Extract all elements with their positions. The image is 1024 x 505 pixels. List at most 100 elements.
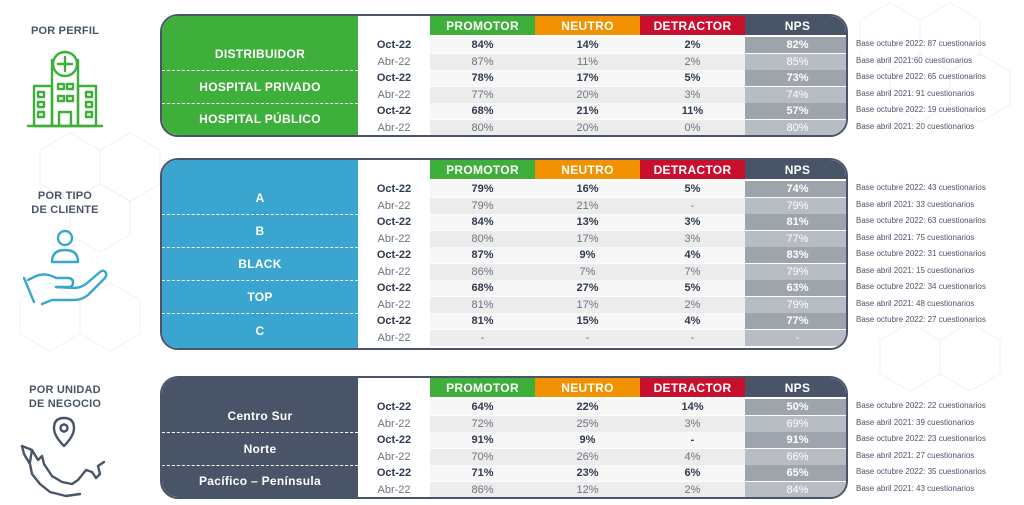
map-pin-icon [20,416,106,498]
header-detractor: DETRACTOR [640,378,745,397]
panel-tipo-cliente [162,160,358,348]
detractor-cell: - [640,197,745,214]
base-note: Base abril 2021: 43 cuestionarios [856,483,975,493]
neutro-cell: 13% [535,214,640,230]
base-note: Base abril 2021: 33 cuestionarios [856,199,975,209]
period-cell: Oct-22 [358,280,430,296]
table-row: Abr-22 77% 20% 3% 74% [358,86,846,103]
detractor-cell: 2% [640,296,745,313]
header-detractor: DETRACTOR [640,16,745,35]
period-cell: Abr-22 [358,197,430,214]
section-label-tipo-cliente: POR TIPO DE CLIENTE [31,190,99,216]
promotor-cell: 68% [430,280,535,296]
group-label: Centro Sur [227,408,293,423]
detractor-cell: 2% [640,481,745,497]
period-cell: Oct-22 [358,399,430,415]
nps-cell: 80% [745,119,846,135]
nps-cell: 91% [745,432,846,448]
base-note: Base octubre 2022: 27 cuestionarios [856,315,986,324]
section-label-perfil: POR PERFIL [30,25,99,37]
neutro-cell: 22% [535,399,640,415]
nps-cell: 83% [745,247,846,263]
period-cell: Oct-22 [358,432,430,448]
nps-cell: 79% [745,296,846,313]
detractor-cell: 5% [640,181,745,197]
neutro-cell: 25% [535,415,640,432]
promotor-cell: 79% [430,197,535,214]
nps-cell: 57% [745,103,846,119]
header-neutro: NEUTRO [535,16,640,35]
nps-cell: 73% [745,70,846,86]
promotor-cell: - [430,329,535,346]
group-label: TOP [247,289,273,304]
table-row: Abr-22 80% 17% 3% 77% [358,230,846,247]
detractor-cell: 5% [640,280,745,296]
neutro-cell: 14% [535,37,640,53]
base-note: Base octubre 2022: 63 cuestionarios [856,216,986,225]
nps-cell: 69% [745,415,846,432]
nps-cell: 79% [745,197,846,214]
table-perfil: PROMOTOR NEUTRO DETRACTOR NPS DISTRIBUID… [160,14,848,137]
period-cell: Oct-22 [358,214,430,230]
period-cell: Abr-22 [358,230,430,247]
table-row: Oct-22 91% 9% -91% [358,432,846,448]
neutro-cell: 21% [535,103,640,119]
table-row: Abr-22 72% 25% 3% 69% [358,415,846,432]
period-cell: Oct-22 [358,70,430,86]
nps-cell: 77% [745,313,846,329]
table-row: Oct-22 68% 21% 11% 57% [358,103,846,119]
period-cell: Abr-22 [358,415,430,432]
period-cell: Abr-22 [358,119,430,135]
header-nps: NPS [745,378,846,397]
base-note: Base octubre 2022: 23 cuestionarios [856,434,986,443]
nps-cell: 74% [745,86,846,103]
detractor-cell: 3% [640,86,745,103]
group-label: Pacífico – Península [198,474,322,488]
detractor-cell: - [640,432,745,448]
detractor-cell: 3% [640,214,745,230]
base-note: Base octubre 2022: 22 cuestionarios [856,401,986,410]
group-label: Norte [243,441,277,456]
hand-person-icon [22,229,108,306]
nps-cell: 82% [745,37,846,53]
detractor-cell: 4% [640,448,745,465]
nps-cell: 85% [745,53,846,70]
promotor-cell: 79% [430,181,535,197]
detractor-cell: - [640,329,745,346]
detractor-cell: 2% [640,53,745,70]
nps-cell: - [745,329,846,346]
period-cell: Oct-22 [358,103,430,119]
section-label-unidad-negocio: POR UNIDAD DE NEGOCIO [28,384,102,410]
header-detractor: DETRACTOR [640,160,745,179]
nps-cell: 84% [745,481,846,497]
nps-cell: 65% [745,465,846,481]
promotor-cell: 72% [430,415,535,432]
table-row: Abr-22 80% 20% 0% 80% [358,119,846,135]
promotor-cell: 70% [430,448,535,465]
promotor-cell: 87% [430,53,535,70]
table-tipo-cliente: PROMOTOR NEUTRO DETRACTOR NPS A B BLACK … [160,158,848,350]
table-row: Oct-22 87% 9% 4% 83% [358,247,846,263]
detractor-cell: 6% [640,465,745,481]
detractor-cell: 11% [640,103,745,119]
detractor-cell: 0% [640,119,745,135]
base-note: Base abril 2021: 27 cuestionarios [856,450,975,460]
promotor-cell: 86% [430,481,535,497]
period-cell: Oct-22 [358,465,430,481]
promotor-cell: 71% [430,465,535,481]
detractor-cell: 7% [640,263,745,280]
neutro-cell: 17% [535,230,640,247]
base-note: Base abril 2021: 75 cuestionarios [856,232,975,242]
header-nps: NPS [745,16,846,35]
detractor-cell: 3% [640,230,745,247]
neutro-cell: 7% [535,263,640,280]
neutro-cell: 16% [535,181,640,197]
base-note: Base abril 2021: 91 cuestionarios [856,88,975,98]
detractor-cell: 5% [640,70,745,86]
table-unidad-negocio: PROMOTOR NEUTRO DETRACTOR NPS Centro Sur… [160,376,848,499]
period-cell: Oct-22 [358,247,430,263]
base-note: Base octubre 2022: 87 cuestionarios [856,39,986,48]
period-cell: Abr-22 [358,86,430,103]
nps-cell: 66% [745,448,846,465]
base-note: Base octubre 2022: 34 cuestionarios [856,282,986,291]
